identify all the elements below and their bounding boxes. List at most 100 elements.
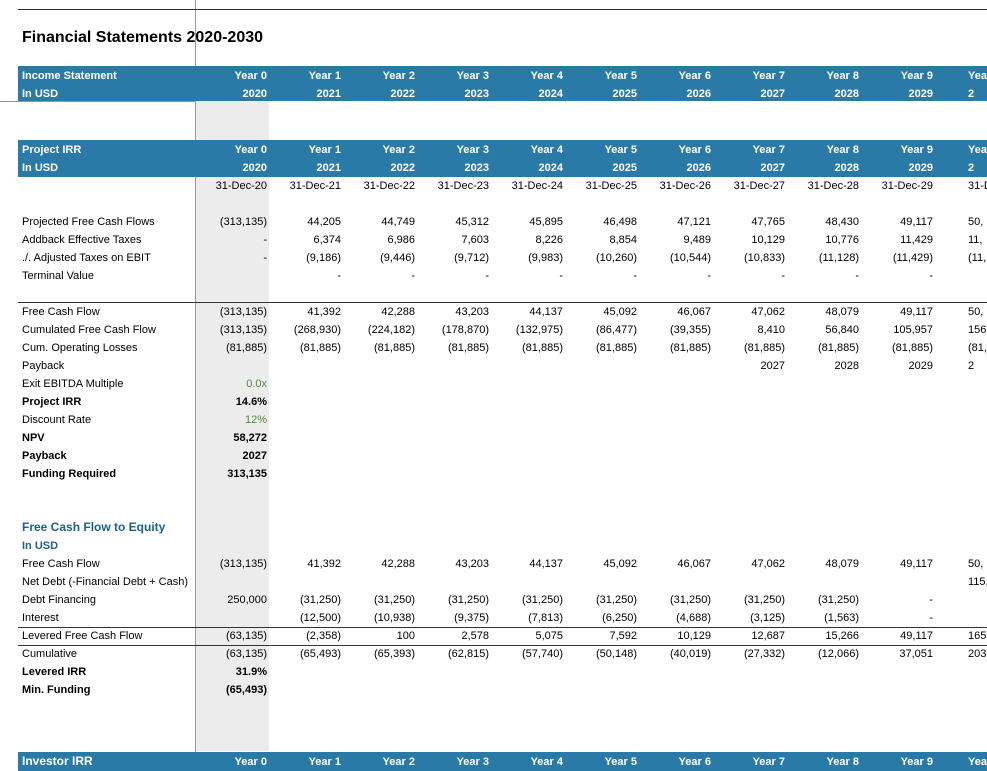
column-date: 31-Dec-26 [660,180,711,192]
cell-value: 8,410 [757,324,785,336]
column-date: 31-Dec-25 [586,180,637,192]
cell-value: 49,117 [900,630,933,642]
cell-value: 47,062 [751,306,785,318]
cell-value: 43,203 [455,558,489,570]
cell-value: 2029 [909,360,933,372]
investor-header-band [18,752,987,771]
row-label: Terminal Value [22,270,94,282]
cell-value: (3,125) [750,612,785,624]
cell-value: 12,687 [751,630,785,642]
cell-value: (1,563) [824,612,859,624]
metric-label: Funding Required [22,468,116,480]
cell-value: (31,250) [374,594,415,606]
column-year: 2023 [465,88,489,100]
cell-value: 45,895 [529,216,563,228]
cell-value: (11,128) [819,252,859,264]
cell-value: (65,493) [300,648,341,660]
cell-value: 43,203 [455,306,489,318]
column-date: 31-Dec-23 [438,180,489,192]
cell-value: (268,930) [294,324,341,336]
row-label: Net Debt (-Financial Debt + Cash) [22,576,188,588]
cell-value: (224,182) [368,324,415,336]
cell-value: (40,019) [670,648,711,660]
cell-value: - [707,270,711,282]
cell-value: 45,092 [603,306,637,318]
cell-value: (63,135) [226,630,267,642]
cell-value: (313,135) [220,216,267,228]
cell-value: - [929,612,933,624]
column-header: Year 8 [827,70,859,82]
cell-value: (81,885) [374,342,415,354]
metric-value: 12% [245,414,267,426]
cell-value: - [263,252,267,264]
cell-value: 11,429 [900,234,933,246]
row-label: Debt Financing [22,594,96,606]
cell-value: 49,117 [900,306,933,318]
cell-value: 56,840 [825,324,859,336]
cell-value: (31,250) [300,594,341,606]
cell-value: (132,975) [516,324,563,336]
row-label: Interest [22,612,59,624]
cell-value: 46,067 [677,306,711,318]
cell-value: (9,983) [528,252,563,264]
column-header: Yea [968,144,987,156]
column-date: 31-Dec-20 [216,180,267,192]
cell-value: 5,075 [535,630,563,642]
cell-value: 203, [968,648,987,660]
cell-value: 44,205 [307,216,341,228]
cell-value: 8,854 [609,234,637,246]
column-header: Year 7 [753,70,785,82]
section-title: Free Cash Flow to Equity [22,520,166,534]
cell-value: (31,250) [670,594,711,606]
column-year: 2020 [243,162,267,174]
year0-column-shade [196,101,269,751]
cell-value: (9,186) [306,252,341,264]
metric-label: Exit EBITDA Multiple [22,378,123,390]
cell-value: (6,250) [602,612,637,624]
row-label: Free Cash Flow [22,558,100,570]
column-year: 2022 [391,162,415,174]
cell-value: (313,135) [220,306,267,318]
metric-value: 58,272 [233,432,267,444]
cell-value: (31,250) [818,594,859,606]
cell-value: 44,137 [529,558,563,570]
cell-value: (12,500) [300,612,341,624]
cell-value: (313,135) [220,324,267,336]
cell-value: - [855,270,859,282]
column-header: Year 1 [309,144,341,156]
cell-value: 44,137 [529,306,563,318]
section-title: Income Statement [22,70,117,82]
cell-value: - [485,270,489,282]
row-label: Levered Free Cash Flow [22,630,142,642]
cell-value: (81,885) [226,342,267,354]
cell-value: (12,066) [818,648,859,660]
row-label: ./. Adjusted Taxes on EBIT [22,252,151,264]
metric-label: Payback [22,450,68,462]
cell-value: (31,250) [744,594,785,606]
column-header: Year 6 [679,144,711,156]
cell-value: 15,266 [825,630,859,642]
cell-value: 44,749 [381,216,415,228]
column-header: Year 8 [827,144,859,156]
cell-value: 46,067 [677,558,711,570]
row-label: Projected Free Cash Flows [22,216,155,228]
column-header: Year 4 [531,756,564,768]
cell-value: (178,870) [442,324,489,336]
project-irr-header-band [18,140,987,177]
cell-value: - [337,270,341,282]
metric-value: 2027 [243,450,267,462]
cell-value: 37,051 [899,648,933,660]
cell-value: 115, [968,576,987,588]
cell-value: 7,603 [461,234,489,246]
cell-value: - [929,594,933,606]
column-header: Year 4 [531,70,564,82]
column-header: Year 9 [901,70,933,82]
metric-label: Levered IRR [22,666,86,678]
row-label: Cum. Operating Losses [22,342,138,354]
column-header: Year 9 [901,144,933,156]
cell-value: (81,885) [744,342,785,354]
income-header-band [18,66,987,101]
metric-value: 14.6% [236,396,267,408]
column-year: 2 [968,162,974,174]
column-header: Year 5 [605,70,637,82]
